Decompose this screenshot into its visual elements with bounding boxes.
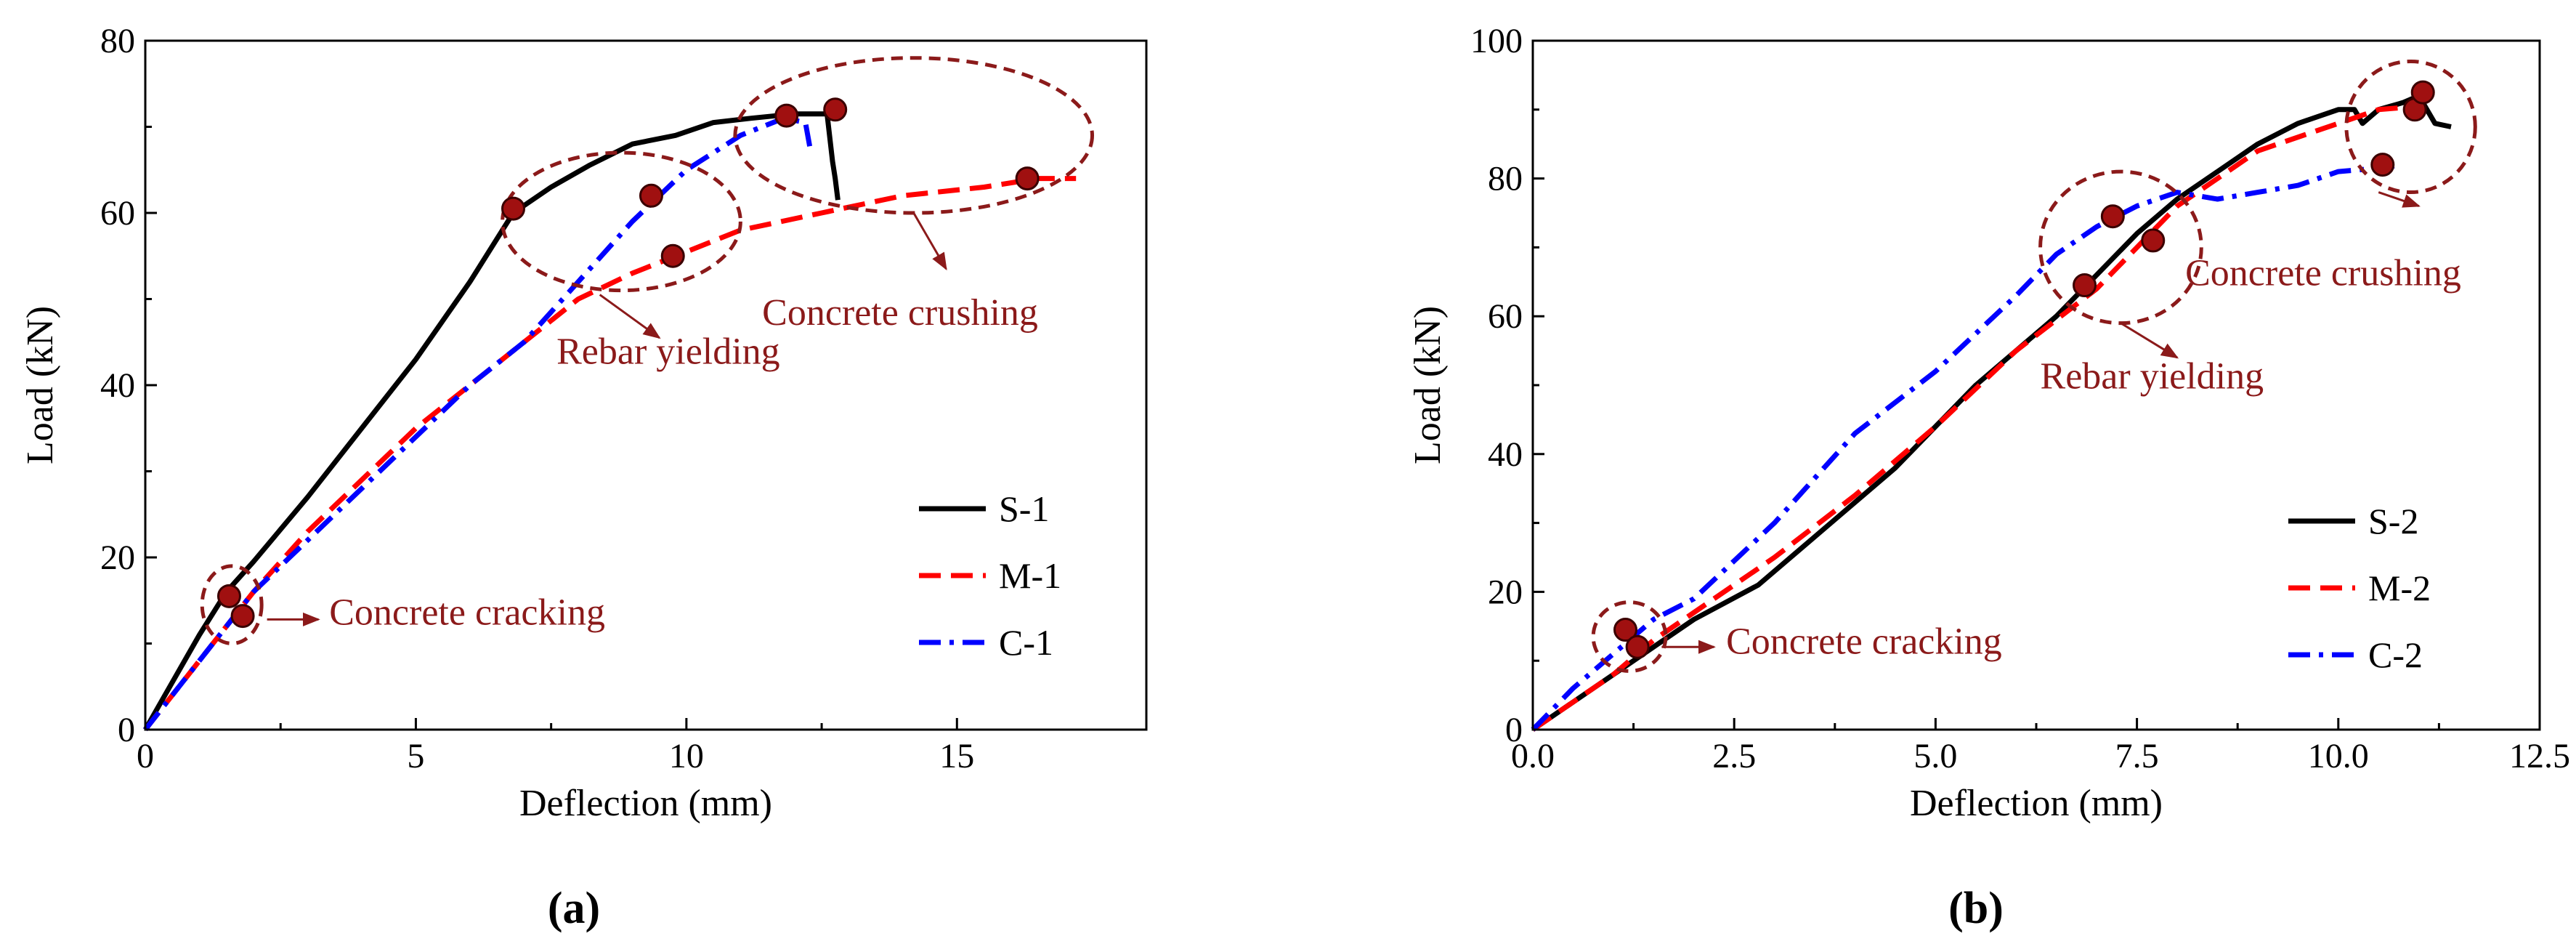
panel-b: Concrete cracking Rebar yielding Concrete … (1407, 22, 2570, 933)
legend-label-C-1: C-1 (999, 622, 1053, 663)
annotation-yielding: Rebar yielding (556, 331, 780, 372)
event-marker (216, 584, 241, 608)
panel-label-b: (b) (1948, 884, 2004, 933)
y-tick-label: 20 (1488, 573, 1523, 611)
y-tick-label: 0 (1505, 711, 1523, 749)
event-marker (2370, 153, 2395, 177)
ellipse-cracking (200, 564, 264, 645)
arrow-crushing (2378, 191, 2421, 208)
y-tick-label: 40 (1488, 435, 1523, 474)
ellipse-crushing (733, 56, 1095, 215)
legend-label-M-2: M-2 (2368, 568, 2431, 608)
event-marker (660, 243, 685, 268)
annotation-crushing: Concrete crushing (762, 292, 1038, 334)
y-tick-label: 80 (1488, 160, 1523, 198)
ticks-a: 0 5 10 15 0 20 40 60 80 (100, 22, 974, 775)
x-tick-label: 0.0 (1511, 737, 1555, 775)
legend-b: S-2 M-2 C-2 (2288, 501, 2431, 675)
plot-area-a: Concrete cracking Rebar yieldingConcrete … (142, 56, 1095, 732)
event-marker (230, 604, 255, 629)
annotation-yielding: Rebar yielding (2041, 356, 2264, 398)
series-line-M-1 (143, 176, 1077, 732)
annotation-cracking: Concrete cracking (1726, 621, 2002, 663)
event-marker (1015, 166, 1040, 191)
event-marker (2073, 273, 2097, 298)
legend-label-S-1: S-1 (999, 488, 1049, 529)
ellipse-crushing (2344, 59, 2477, 195)
panel-label-a: (a) (548, 884, 600, 933)
x-tick-label: 0 (137, 737, 154, 775)
legend-a: S-1 M-1 C-1 (919, 488, 1061, 663)
x-tick-label: 10 (669, 737, 704, 775)
y-tick-label: 20 (100, 538, 135, 577)
arrow-yielding (2120, 322, 2179, 359)
y-tick-label: 0 (118, 711, 135, 749)
arrow-yielding (599, 294, 661, 339)
x-tick-label: 5 (407, 737, 424, 775)
annotation-crushing: Concrete crushing (2185, 253, 2461, 294)
event-marker (1613, 618, 1638, 642)
event-marker (2100, 204, 2125, 229)
annotation-cracking: Concrete cracking (329, 592, 605, 633)
event-marker (2141, 228, 2166, 253)
ellipse-cracking (1591, 600, 1668, 673)
x-tick-label: 15 (939, 737, 974, 775)
legend-label-C-2: C-2 (2368, 634, 2423, 675)
legend-label-M-1: M-1 (999, 555, 1061, 596)
y-axis-label-a: Load (kN) (20, 306, 61, 464)
x-tick-label: 7.5 (2115, 737, 2159, 775)
y-tick-label: 80 (100, 22, 135, 60)
x-tick-label: 10.0 (2308, 737, 2369, 775)
x-axis-label-a: Deflection (mm) (519, 783, 772, 824)
event-marker (639, 183, 663, 208)
legend-label-S-2: S-2 (2368, 501, 2418, 541)
x-tick-label: 5.0 (1913, 737, 1957, 775)
series-line-C-2 (1531, 162, 2403, 732)
y-axis-label-b: Load (kN) (1407, 306, 1449, 464)
plot-area-b: Concrete cracking Rebar yielding Concrete … (1531, 59, 2477, 732)
event-marker (823, 97, 848, 122)
event-marker (2410, 80, 2435, 105)
arrow-crushing (912, 212, 947, 271)
ellipse-yielding (501, 150, 742, 293)
panel-a: Concrete cracking Rebar yieldingConcrete … (20, 22, 1148, 933)
y-tick-label: 40 (100, 366, 135, 405)
event-marker (501, 196, 526, 221)
event-marker (774, 103, 799, 128)
x-tick-label: 2.5 (1712, 737, 1756, 775)
y-tick-label: 60 (100, 194, 135, 233)
series-line-S-1 (142, 111, 841, 731)
x-axis-label-b: Deflection (mm) (1910, 783, 2163, 824)
x-tick-label: 12.5 (2509, 737, 2570, 775)
y-tick-label: 100 (1470, 22, 1523, 60)
axes-frame-a (144, 39, 1148, 731)
y-tick-label: 60 (1488, 297, 1523, 336)
series-line-C-1 (143, 116, 814, 732)
event-marker (1625, 634, 1650, 659)
ticks-b: 0.0 2.5 5.0 7.5 10.0 12.5 0 20 40 60 80 100 (1470, 22, 2570, 775)
